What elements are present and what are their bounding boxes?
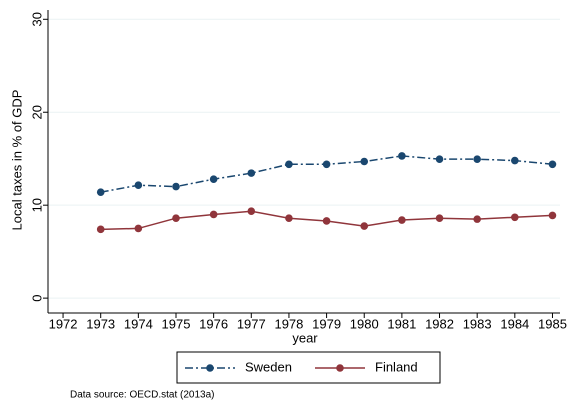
legend-marker <box>336 364 344 372</box>
x-axis-title: year <box>292 330 318 345</box>
x-tick-label: 1972 <box>49 316 78 331</box>
point <box>548 160 557 169</box>
point <box>473 215 481 223</box>
point <box>435 155 444 163</box>
point <box>435 214 444 222</box>
point <box>511 156 519 165</box>
point <box>285 160 293 169</box>
legend-marker <box>206 364 214 372</box>
point <box>247 207 256 216</box>
point <box>209 175 218 183</box>
y-tick-label: 0 <box>29 295 44 302</box>
x-tick-label: 1976 <box>199 316 228 331</box>
point <box>285 214 293 222</box>
x-tick-label: 1981 <box>387 316 416 331</box>
point <box>398 152 406 160</box>
point <box>322 160 331 169</box>
point <box>473 155 481 163</box>
x-tick-label: 1982 <box>425 316 454 331</box>
point <box>96 188 105 196</box>
y-tick-label: 20 <box>29 105 44 119</box>
point <box>360 157 369 166</box>
point <box>247 169 256 177</box>
point <box>172 214 180 222</box>
x-tick-label: 1975 <box>162 316 191 331</box>
point <box>548 211 557 220</box>
legend-label: Finland <box>375 359 418 374</box>
source-note: Data source: OECD.stat (2013a) <box>70 390 215 401</box>
y-axis-title: Local taxes in % of GDP <box>9 90 24 231</box>
x-tick-label: 1973 <box>86 316 115 331</box>
point <box>209 210 218 219</box>
point <box>398 216 406 224</box>
x-tick-label: 1984 <box>500 316 529 331</box>
x-tick-label: 1985 <box>538 316 567 331</box>
point <box>96 225 105 234</box>
point <box>511 213 519 222</box>
x-tick-label: 1977 <box>237 316 266 331</box>
x-tick-label: 1979 <box>312 316 341 331</box>
point <box>134 181 143 190</box>
x-tick-label: 1978 <box>274 316 303 331</box>
y-tick-label: 10 <box>29 198 44 212</box>
point <box>134 224 143 233</box>
x-tick-label: 1983 <box>463 316 492 331</box>
point <box>322 217 331 225</box>
x-tick-label: 1974 <box>124 316 153 331</box>
point <box>360 222 369 230</box>
legend-label: Sweden <box>245 359 292 374</box>
point <box>172 182 180 191</box>
x-tick-label: 1980 <box>350 316 379 331</box>
y-tick-label: 30 <box>29 12 44 26</box>
